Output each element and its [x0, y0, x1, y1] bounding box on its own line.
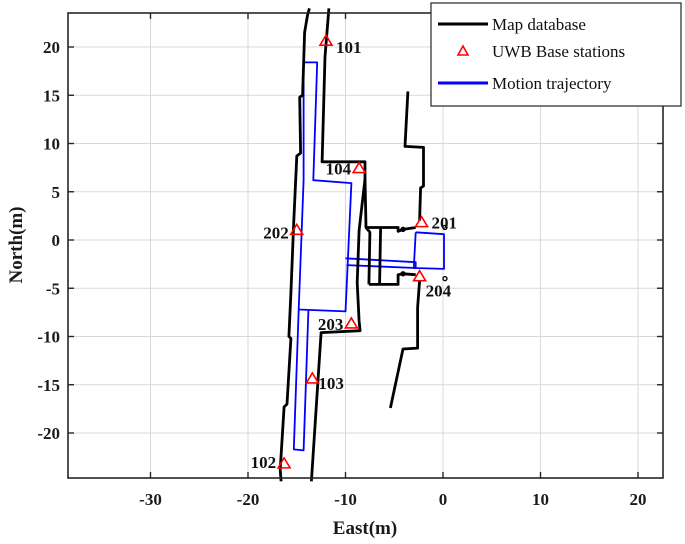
map-database-line: [403, 91, 425, 221]
legend-map-label: Map database: [492, 15, 586, 34]
legend-triangle-icon: [456, 44, 470, 56]
motion-trajectory-line: [297, 61, 353, 313]
base-stations-layer: 101 102 103 104 201 202 203 204: [251, 33, 458, 472]
y-tick-label: 0: [52, 231, 61, 250]
base-station-label: 203: [318, 315, 344, 334]
map-database-line: [310, 179, 367, 482]
base-station-label: 101: [336, 38, 362, 57]
base-station-triangle-icon: [412, 269, 428, 282]
y-tick-label: 20: [43, 38, 60, 57]
map-node-marker: [400, 226, 406, 233]
base-station-triangle-icon: [304, 371, 320, 384]
y-tick-label: -5: [46, 279, 60, 298]
tick-labels: -30 -20 -10 0 10 20 20 15 10 5 0 -5 -10 -15 -20: [37, 38, 646, 509]
base-station-triangle-icon: [414, 215, 429, 228]
base-station-triangle-icon: [343, 316, 359, 329]
x-tick-label: 10: [532, 490, 549, 509]
base-station-label: 104: [326, 160, 352, 179]
base-station-label: 204: [426, 282, 452, 301]
x-tick-label: 0: [439, 490, 448, 509]
map-database-line: [368, 272, 416, 286]
base-station-triangle-icon: [318, 33, 334, 47]
axes-frame: [67, 12, 664, 479]
base-station-label: 103: [318, 374, 344, 393]
map-database-line: [320, 8, 372, 285]
map-node-marker: [442, 275, 448, 282]
base-station-triangle-icon: [289, 222, 305, 236]
legend-stations-label: UWB Base stations: [492, 42, 625, 61]
y-tick-label: -15: [37, 376, 60, 395]
map-database-line: [278, 8, 311, 482]
series-layer: [278, 8, 448, 482]
base-station-label: 202: [263, 223, 289, 242]
motion-trajectory-line: [412, 231, 445, 270]
x-tick-label: -10: [334, 490, 357, 509]
legend-trajectory-label: Motion trajectory: [492, 74, 612, 93]
legend: Map database UWB Base stations Motion tr…: [430, 2, 682, 107]
map-database-line: [366, 226, 416, 233]
x-axis-label: East(m): [333, 518, 397, 539]
base-station-triangle-icon: [351, 161, 367, 174]
y-tick-label: -10: [37, 328, 60, 347]
x-tick-label: -30: [139, 490, 162, 509]
map-node-marker: [442, 224, 448, 231]
base-station-label: 201: [432, 214, 458, 233]
map-node-marker: [400, 271, 406, 277]
y-tick-label: 10: [43, 135, 60, 154]
y-axis-label: North(m): [6, 206, 27, 283]
y-tick-label: 15: [43, 86, 60, 105]
y-tick-label: 5: [52, 183, 61, 202]
x-tick-label: -20: [237, 490, 260, 509]
map-database-line: [378, 228, 382, 284]
y-tick-label: -20: [37, 424, 60, 443]
legend-box: [430, 2, 682, 107]
base-station-triangle-icon: [276, 456, 292, 469]
motion-trajectory-line: [292, 309, 310, 452]
x-tick-label: 20: [630, 490, 647, 509]
map-database-line: [389, 280, 421, 409]
base-station-label: 102: [251, 453, 277, 472]
